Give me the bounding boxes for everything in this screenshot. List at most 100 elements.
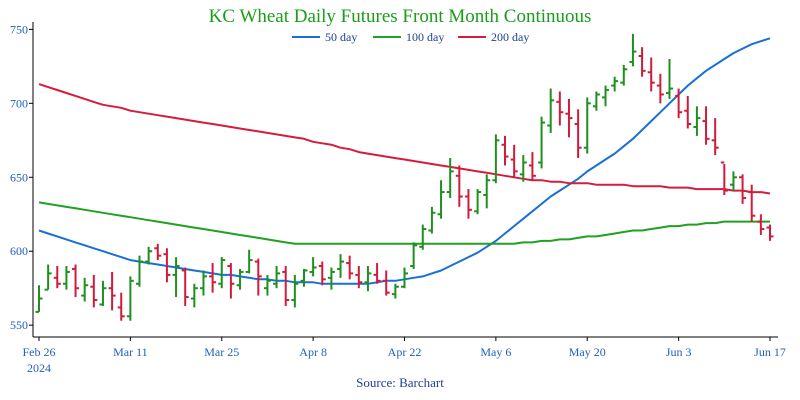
ohlc-bar	[373, 263, 381, 284]
ohlc-bar	[227, 263, 235, 299]
x-tick-label-feb-26: Feb 26	[23, 345, 56, 359]
ohlc-bar	[611, 76, 619, 92]
ohlc-bar	[684, 95, 692, 129]
ohlc-bar	[711, 118, 719, 156]
ohlc-bar	[53, 266, 61, 289]
ohlc-bar	[72, 264, 80, 298]
ohlc-bar	[364, 266, 372, 292]
ohlc-bar	[382, 270, 390, 296]
ohlc-bar	[181, 267, 189, 306]
ohlc-bar	[693, 106, 701, 136]
ohlc-bar	[510, 144, 518, 178]
ohlc-bar	[391, 283, 399, 299]
ohlc-bar	[81, 277, 89, 302]
ohlc-bar	[291, 274, 299, 308]
y-tick-label-750: 750	[10, 22, 28, 36]
ohlc-bar	[126, 276, 134, 321]
ohlc-bar	[318, 261, 326, 286]
ohlc-bar	[647, 57, 655, 92]
ohlc-bar	[583, 97, 591, 154]
ohlc-bar	[729, 171, 737, 191]
ohlc-bar	[410, 242, 418, 269]
ohlc-bar	[355, 266, 363, 289]
ohlc-bar	[154, 243, 162, 261]
ohlc-bar	[35, 285, 43, 313]
ohlc-bar	[209, 263, 217, 293]
y-tick-label-600: 600	[10, 244, 28, 258]
ohlc-bar	[483, 174, 491, 209]
legend-label-50-day: 50 day	[325, 30, 357, 44]
x-tick-label-jun-17: Jun 17	[754, 345, 786, 359]
ohlc-bar	[538, 116, 546, 169]
x-tick-label-jun-3: Jun 3	[666, 345, 692, 359]
ohlc-bar	[757, 214, 765, 235]
ohlc-bar	[602, 85, 610, 107]
x-tick-label-apr-22: Apr 22	[388, 345, 422, 359]
series-line-200-day	[38, 83, 771, 195]
ohlc-bar	[464, 189, 472, 219]
y-tick-label-650: 650	[10, 170, 28, 184]
x-tick-label-mar-25: Mar 25	[204, 345, 239, 359]
legend-label-200-day: 200 day	[491, 30, 529, 44]
ohlc-bar	[190, 283, 198, 308]
ohlc-bar	[108, 271, 116, 311]
ohlc-bar	[254, 258, 262, 296]
ohlc-bar	[638, 47, 646, 77]
ohlc-bar	[592, 91, 600, 111]
x-tick-label-apr-8: Apr 8	[299, 345, 327, 359]
ohlc-bar	[337, 254, 345, 278]
ohlc-bar	[90, 274, 98, 308]
ohlc-bar	[720, 161, 728, 196]
series-line-100-day	[38, 201, 770, 245]
ohlc-bar	[172, 257, 180, 298]
ohlc-bar	[437, 180, 445, 219]
chart-title: KC Wheat Daily Futures Front Month Conti…	[209, 6, 592, 27]
ohlc-bar	[62, 266, 70, 290]
ohlc-bar	[702, 106, 710, 145]
x-tick-label-mar-11: Mar 11	[113, 345, 148, 359]
ohlc-bar	[629, 33, 637, 67]
y-axis: 550 600 650 700 750	[10, 22, 34, 337]
ohlc-bar	[245, 249, 253, 274]
ohlc-bar	[492, 134, 500, 184]
ohlc-bar	[236, 268, 244, 290]
ohlc-bar	[117, 292, 125, 321]
ohlc-bar	[44, 264, 52, 291]
ohlc-bar	[428, 206, 436, 234]
y-tick-label-550: 550	[10, 318, 28, 332]
ohlc-bar	[656, 73, 664, 104]
ohlc-bar	[199, 270, 207, 296]
ohlc-bar	[675, 88, 683, 119]
ohlc-bar	[282, 266, 290, 306]
ohlc-bar	[501, 135, 509, 166]
ohlc-bar	[419, 224, 427, 250]
ohlc-bar	[136, 255, 144, 287]
ohlc-bar	[565, 98, 573, 138]
ohlc-bar	[327, 267, 335, 290]
ohlc-bar	[309, 257, 317, 277]
legend-label-100-day: 100 day	[406, 30, 444, 44]
x-tick-sublabel-feb-26: 2024	[27, 361, 51, 375]
ohlc-bar	[346, 255, 354, 280]
ohlc-bar	[99, 280, 107, 306]
ohlc-bar	[748, 184, 756, 222]
x-tick-label-may-6: May 6	[480, 345, 511, 359]
ohlc-bar	[519, 155, 527, 182]
ohlc-bar	[218, 257, 226, 289]
ohlc-bar	[401, 267, 408, 289]
ohlc-bar	[528, 152, 536, 181]
y-tick-label-700: 700	[10, 96, 28, 110]
ohlc-bar	[263, 274, 271, 296]
ohlc-bar	[620, 64, 628, 86]
ohlc-bar	[474, 189, 482, 215]
source-label: Source: Barchart	[356, 375, 444, 390]
ohlc-bar	[163, 248, 171, 283]
ohlc-bar	[446, 158, 454, 198]
legend: 50 day 100 day 200 day	[292, 30, 529, 44]
x-axis: Feb 26 2024 Mar 11 Mar 25 Apr 8 Apr 22 May 6 Ma…	[23, 336, 786, 375]
x-tick-label-may-20: May 20	[569, 345, 606, 359]
ohlc-bar	[547, 88, 555, 133]
ohlc-bar	[574, 109, 582, 159]
ohlc-bar	[300, 268, 308, 287]
